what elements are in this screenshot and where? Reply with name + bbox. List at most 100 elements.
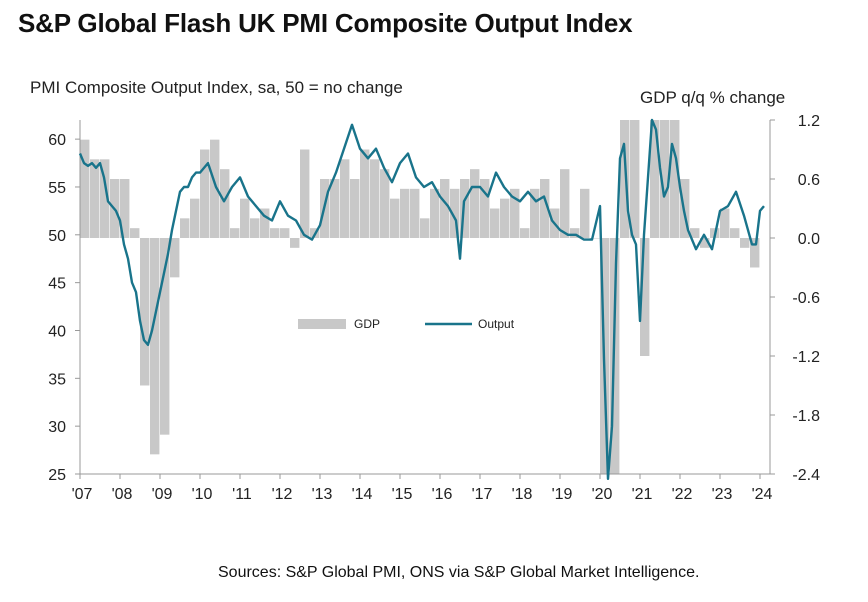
gdp-bar [470, 169, 480, 238]
gdp-bar [670, 120, 680, 238]
gdp-bar [140, 238, 150, 386]
gdp-bar [230, 228, 240, 238]
gdp-bar [450, 188, 460, 238]
gdp-bar [520, 228, 530, 238]
x-tick-label: '24 [752, 486, 773, 503]
gdp-bar [100, 159, 110, 238]
gdp-bar [430, 188, 440, 238]
gdp-bar [90, 159, 100, 238]
gdp-bar [740, 238, 750, 248]
gdp-bar [260, 208, 270, 238]
gdp-bar [630, 120, 640, 238]
right-tick-label: 1.2 [798, 113, 820, 130]
gdp-bars [80, 120, 760, 474]
gdp-bar [340, 159, 350, 238]
gdp-bar [700, 238, 710, 248]
right-tick-label: 0.0 [798, 231, 820, 248]
right-tick-label: -0.6 [792, 290, 820, 307]
gdp-bar [240, 198, 250, 238]
x-tick-label: '14 [352, 486, 373, 503]
gdp-bar [290, 238, 300, 248]
gdp-bar [170, 238, 180, 278]
x-tick-label: '19 [552, 486, 573, 503]
x-tick-label: '08 [112, 486, 133, 503]
gdp-bar [350, 179, 360, 238]
x-tick-label: '09 [152, 486, 173, 503]
chart-axes: 60 55 50 45 40 35 30 25 1.2 0.6 0.0 -0.6 -1.2 -1.8 -2.… [48, 113, 820, 503]
x-tick-label: '16 [432, 486, 453, 503]
gdp-bar [620, 120, 630, 238]
gdp-bar [300, 149, 310, 238]
gdp-bar [590, 238, 600, 239]
chart-title: S&P Global Flash UK PMI Composite Output… [18, 8, 633, 38]
gdp-bar [660, 120, 670, 238]
gdp-bar [640, 238, 650, 356]
left-tick-label: 35 [48, 371, 66, 388]
x-tick-label: '17 [472, 486, 493, 503]
gdp-bar [380, 169, 390, 238]
gdp-bar [490, 208, 500, 238]
gdp-bar [210, 139, 220, 238]
gdp-bar [150, 238, 160, 455]
x-tick-label: '20 [592, 486, 613, 503]
x-tick-label: '13 [312, 486, 333, 503]
right-tick-label: 0.6 [798, 172, 820, 189]
gdp-bar [730, 228, 740, 238]
gdp-bar [410, 188, 420, 238]
left-tick-label: 60 [48, 132, 66, 149]
gdp-bar [270, 228, 280, 238]
gdp-bar [500, 198, 510, 238]
gdp-bar [420, 218, 430, 238]
gdp-bar [280, 228, 290, 238]
gdp-bar [160, 238, 170, 435]
gdp-bar [750, 238, 760, 268]
gdp-bar [190, 198, 200, 238]
chart-legend: GDP Output [298, 317, 515, 331]
x-tick-label: '23 [712, 486, 733, 503]
left-tick-label: 30 [48, 419, 66, 436]
gdp-bar [540, 179, 550, 238]
x-tick-label: '07 [72, 486, 93, 503]
right-axis-label: GDP q/q % change [640, 88, 786, 107]
gdp-bar [510, 188, 520, 238]
right-tick-label: -2.4 [792, 467, 820, 484]
source-note: Sources: S&P Global PMI, ONS via S&P Glo… [218, 564, 700, 581]
gdp-bar [570, 228, 580, 238]
gdp-bar [80, 139, 90, 238]
left-tick-label: 45 [48, 276, 66, 293]
x-tick-label: '15 [392, 486, 413, 503]
legend-output-label: Output [478, 317, 515, 331]
gdp-bar [530, 188, 540, 238]
x-tick-label: '12 [272, 486, 293, 503]
gdp-bar [370, 159, 380, 238]
gdp-bar [180, 218, 190, 238]
x-tick-label: '22 [672, 486, 693, 503]
left-tick-label: 55 [48, 180, 66, 197]
gdp-bar [560, 169, 570, 238]
gdp-bar [440, 179, 450, 238]
gdp-bar [220, 169, 230, 238]
gdp-bar [390, 198, 400, 238]
gdp-bar [400, 188, 410, 238]
left-axis-label: PMI Composite Output Index, sa, 50 = no … [30, 78, 403, 97]
right-tick-label: -1.8 [792, 408, 820, 425]
legend-gdp-swatch [298, 319, 346, 329]
gdp-bar [250, 218, 260, 238]
gdp-bar [720, 208, 730, 238]
left-tick-label: 25 [48, 467, 66, 484]
output-line-layer [78, 118, 765, 480]
gdp-bar [650, 120, 660, 238]
x-tick-label: '21 [632, 486, 653, 503]
gdp-bar [130, 228, 140, 238]
gdp-bar [480, 179, 490, 238]
left-tick-label: 50 [48, 228, 66, 245]
output-line [78, 118, 765, 480]
gdp-bar [120, 179, 130, 238]
left-tick-label: 40 [48, 323, 66, 340]
gdp-bar [580, 188, 590, 238]
gdp-bar [690, 228, 700, 238]
gdp-bar [200, 149, 210, 238]
right-tick-label: -1.2 [792, 349, 820, 366]
legend-gdp-label: GDP [354, 317, 380, 331]
